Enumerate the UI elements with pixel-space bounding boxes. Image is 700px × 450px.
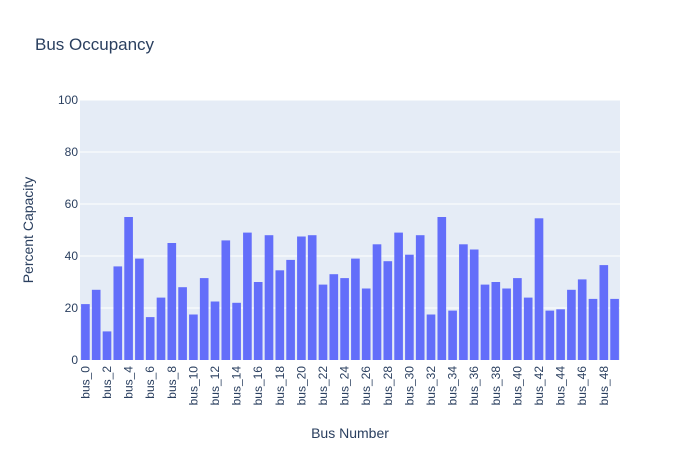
bar-bus-35[interactable] [459,244,468,360]
x-tick-label: bus_40 [510,366,524,406]
bar-bus-32[interactable] [426,314,436,361]
bar-bus-27[interactable] [372,244,382,360]
y-tick-label: 20 [65,301,79,315]
x-tick-label: bus_0 [78,366,92,399]
bar-bus-1[interactable] [91,289,101,360]
x-tick-labels: bus_0 bus_2 bus_4 bus_6 bus_8 bus_10 bus_12 bus… [78,366,610,406]
chart-title: Bus Occupancy [35,35,155,54]
bars [81,217,619,360]
bar-bus-26[interactable] [361,288,371,361]
x-tick-label: bus_26 [359,366,373,406]
bar-bus-45[interactable] [567,289,576,360]
bar-bus-8[interactable] [167,243,177,360]
y-tick-labels: 0 20 40 60 80 100 [58,93,78,367]
x-tick-label: bus_36 [467,366,481,406]
bar-bus-15[interactable] [243,232,252,360]
x-axis-title: Bus Number [311,425,389,441]
bar-bus-4[interactable] [124,217,133,360]
y-axis-title: Percent Capacity [20,177,36,284]
bar-bus-25[interactable] [351,258,360,360]
x-tick-label: bus_24 [338,366,352,406]
bar-bus-21[interactable] [307,235,317,360]
bar-bus-44[interactable] [556,309,565,360]
bar-bus-7[interactable] [156,297,166,360]
y-tick-label: 80 [65,145,79,159]
bar-bus-16[interactable] [253,282,263,360]
bar-bus-5[interactable] [135,258,144,360]
bar-bus-14[interactable] [232,302,241,360]
bar-bus-39[interactable] [502,288,511,361]
bar-bus-22[interactable] [318,284,328,360]
bar-bus-47[interactable] [588,298,598,360]
y-tick-label: 0 [71,353,78,367]
x-tick-label: bus_46 [575,366,589,406]
x-tick-label: bus_44 [554,366,568,406]
bar-bus-23[interactable] [329,274,339,360]
bar-bus-31[interactable] [415,235,425,360]
bar-bus-13[interactable] [221,240,231,360]
bar-bus-48[interactable] [599,265,609,360]
bar-bus-24[interactable] [340,278,349,360]
bar-bus-11[interactable] [199,278,209,360]
bar-bus-43[interactable] [545,310,555,360]
x-tick-label: bus_18 [273,366,287,406]
bar-bus-36[interactable] [469,249,479,361]
bar-bus-0[interactable] [81,304,90,360]
bar-bus-49[interactable] [610,298,619,360]
x-tick-label: bus_28 [381,366,395,406]
bar-bus-40[interactable] [513,278,522,360]
y-tick-label: 100 [58,93,78,107]
bar-bus-38[interactable] [491,282,501,360]
bar-bus-20[interactable] [297,236,306,361]
bar-bus-19[interactable] [286,259,295,360]
x-tick-label: bus_20 [294,366,308,406]
bar-bus-9[interactable] [178,287,187,360]
x-tick-label: bus_16 [251,366,265,406]
x-tick-label: bus_48 [597,366,611,406]
x-tick-label: bus_8 [165,366,179,399]
x-tick-label: bus_42 [532,366,546,406]
x-tick-label: bus_30 [402,366,416,406]
bar-bus-46[interactable] [577,279,587,360]
bar-bus-37[interactable] [480,284,490,360]
bar-bus-10[interactable] [189,314,198,361]
y-tick-label: 40 [65,249,79,263]
x-tick-label: bus_22 [316,366,330,406]
bar-bus-29[interactable] [394,232,403,360]
x-tick-label: bus_34 [446,366,460,406]
bar-bus-41[interactable] [523,297,533,360]
x-tick-label: bus_4 [122,366,136,399]
bar-bus-3[interactable] [113,266,123,360]
bar-bus-33[interactable] [437,217,447,360]
bar-bus-17[interactable] [264,235,274,360]
bar-bus-2[interactable] [102,331,112,360]
bar-bus-34[interactable] [448,310,457,360]
bar-bus-30[interactable] [405,254,414,360]
y-tick-label: 60 [65,197,79,211]
x-tick-label: bus_32 [424,366,438,406]
x-tick-label: bus_6 [143,366,157,399]
bar-bus-18[interactable] [275,270,285,360]
bar-bus-28[interactable] [383,261,393,360]
x-tick-label: bus_2 [100,366,114,399]
x-tick-label: bus_38 [489,366,503,406]
bar-bus-42[interactable] [534,218,544,360]
x-tick-label: bus_10 [186,366,200,406]
x-tick-label: bus_12 [208,366,222,406]
bar-bus-12[interactable] [210,301,220,361]
x-tick-label: bus_14 [230,366,244,406]
bar-bus-6[interactable] [145,317,155,360]
